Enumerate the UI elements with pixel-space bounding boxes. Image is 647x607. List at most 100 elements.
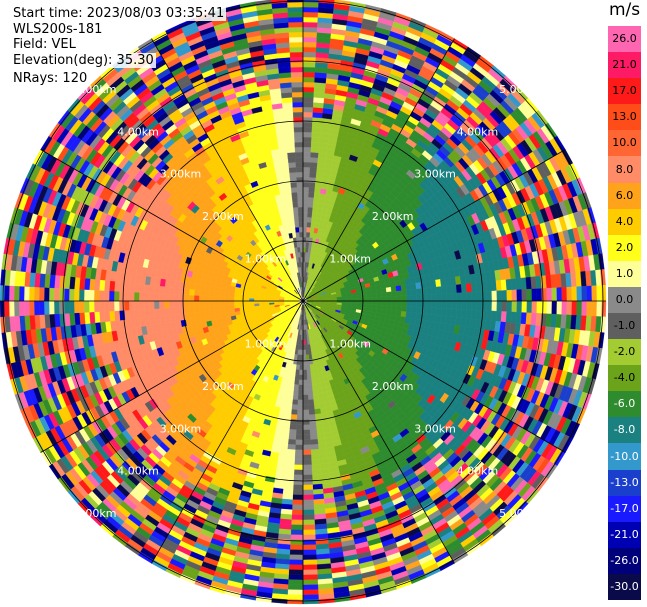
velocity-gate: [295, 439, 304, 446]
velocity-gate: [0, 284, 5, 302]
velocity-gate: [218, 292, 225, 298]
velocity-gate: [73, 300, 80, 314]
velocity-gate: [576, 300, 583, 316]
velocity-gate: [581, 300, 588, 317]
velocity-gate: [302, 459, 312, 466]
velocity-gate: [294, 449, 304, 456]
velocity-gate: [289, 559, 304, 566]
velocity-gate: [295, 364, 300, 371]
velocity-gate: [286, 454, 296, 460]
velocity-gate: [391, 305, 398, 311]
velocity-gate: [501, 300, 508, 312]
velocity-gate: [486, 300, 493, 312]
velocity-gate: [285, 458, 295, 465]
velocity-gate: [281, 503, 293, 510]
velocity-gate: [169, 286, 175, 295]
velocity-gate: [290, 409, 298, 415]
velocity-gate: [123, 300, 130, 311]
velocity-gate: [308, 399, 315, 406]
velocity-gate: [108, 290, 115, 302]
velocity-gate: [108, 300, 115, 312]
velocity-gate: [313, 493, 324, 500]
velocity-gate: [124, 282, 131, 293]
velocity-gate: [305, 354, 310, 361]
velocity-gate: [311, 378, 317, 385]
velocity-gate: [213, 291, 220, 297]
velocity-gate: [138, 300, 145, 310]
velocity-gate: [213, 300, 220, 306]
velocity-gate: [285, 408, 292, 415]
velocity-gate: [158, 300, 165, 309]
velocity-gate: [144, 284, 150, 294]
velocity-gate: [456, 308, 462, 318]
velocity-gate: [426, 307, 432, 315]
velocity-gate: [305, 344, 309, 351]
velocity-gate: [198, 300, 205, 307]
velocity-gate: [287, 579, 304, 586]
velocity-gate: [312, 483, 323, 490]
velocity-gate: [302, 389, 309, 396]
velocity-gate: [351, 300, 358, 304]
velocity-gate: [18, 300, 25, 317]
velocity-gate: [113, 300, 120, 312]
velocity-gate: [228, 304, 235, 309]
velocity-gate: [248, 303, 255, 307]
velocity-gate: [411, 306, 417, 314]
velocity-gate: [406, 300, 413, 307]
velocity-gate: [314, 408, 321, 415]
velocity-gate: [233, 297, 240, 302]
velocity-gate: [289, 424, 297, 430]
velocity-gate: [103, 290, 110, 302]
velocity-gate: [48, 287, 55, 302]
velocity-gate: [124, 309, 131, 320]
velocity-gate: [218, 300, 225, 306]
velocity-gate: [53, 300, 60, 315]
velocity-gate: [416, 306, 422, 314]
velocity-gate: [302, 434, 311, 441]
velocity-gate: [306, 369, 311, 376]
velocity-gate: [295, 429, 304, 436]
velocity-gate: [381, 300, 388, 306]
velocity-gate: [366, 304, 373, 309]
velocity-gate: [302, 394, 309, 401]
velocity-gate: [294, 374, 300, 381]
velocity-gate: [288, 564, 304, 571]
velocity-gate: [311, 383, 318, 390]
velocity-gate: [294, 454, 304, 461]
velocity-gate: [296, 414, 304, 421]
velocity-gate: [441, 300, 448, 309]
velocity-gate: [223, 300, 230, 306]
velocity-gate: [193, 289, 200, 296]
velocity-gate: [308, 404, 315, 411]
velocity-gate: [133, 292, 140, 302]
velocity-gate: [302, 504, 315, 511]
velocity-gate: [297, 404, 304, 411]
velocity-gate: [214, 309, 221, 316]
velocity-gate: [149, 308, 155, 318]
velocity-gate: [311, 468, 322, 475]
velocity-gate: [396, 300, 403, 307]
velocity-gate: [490, 310, 497, 322]
velocity-gate: [193, 295, 200, 302]
velocity-gate: [8, 285, 15, 302]
velocity-gate: [233, 293, 240, 298]
velocity-gate: [302, 559, 317, 566]
velocity-gate: [302, 424, 310, 431]
velocity-gate: [287, 439, 296, 445]
velocity-gate: [285, 403, 293, 410]
velocity-gate: [405, 311, 412, 319]
velocity-gate: [298, 374, 304, 381]
velocity-gate: [284, 468, 295, 475]
velocity-gate: [93, 300, 100, 313]
velocity-gate: [78, 289, 85, 302]
velocity-gate: [48, 300, 55, 315]
velocity-gate: [293, 384, 299, 391]
velocity-gate: [208, 300, 215, 307]
velocity-gate: [184, 312, 191, 320]
velocity-gate: [199, 311, 206, 318]
velocity-gate: [288, 574, 304, 581]
velocity-gate: [188, 300, 195, 308]
velocity-gate: [436, 307, 442, 316]
velocity-gate: [308, 409, 316, 415]
